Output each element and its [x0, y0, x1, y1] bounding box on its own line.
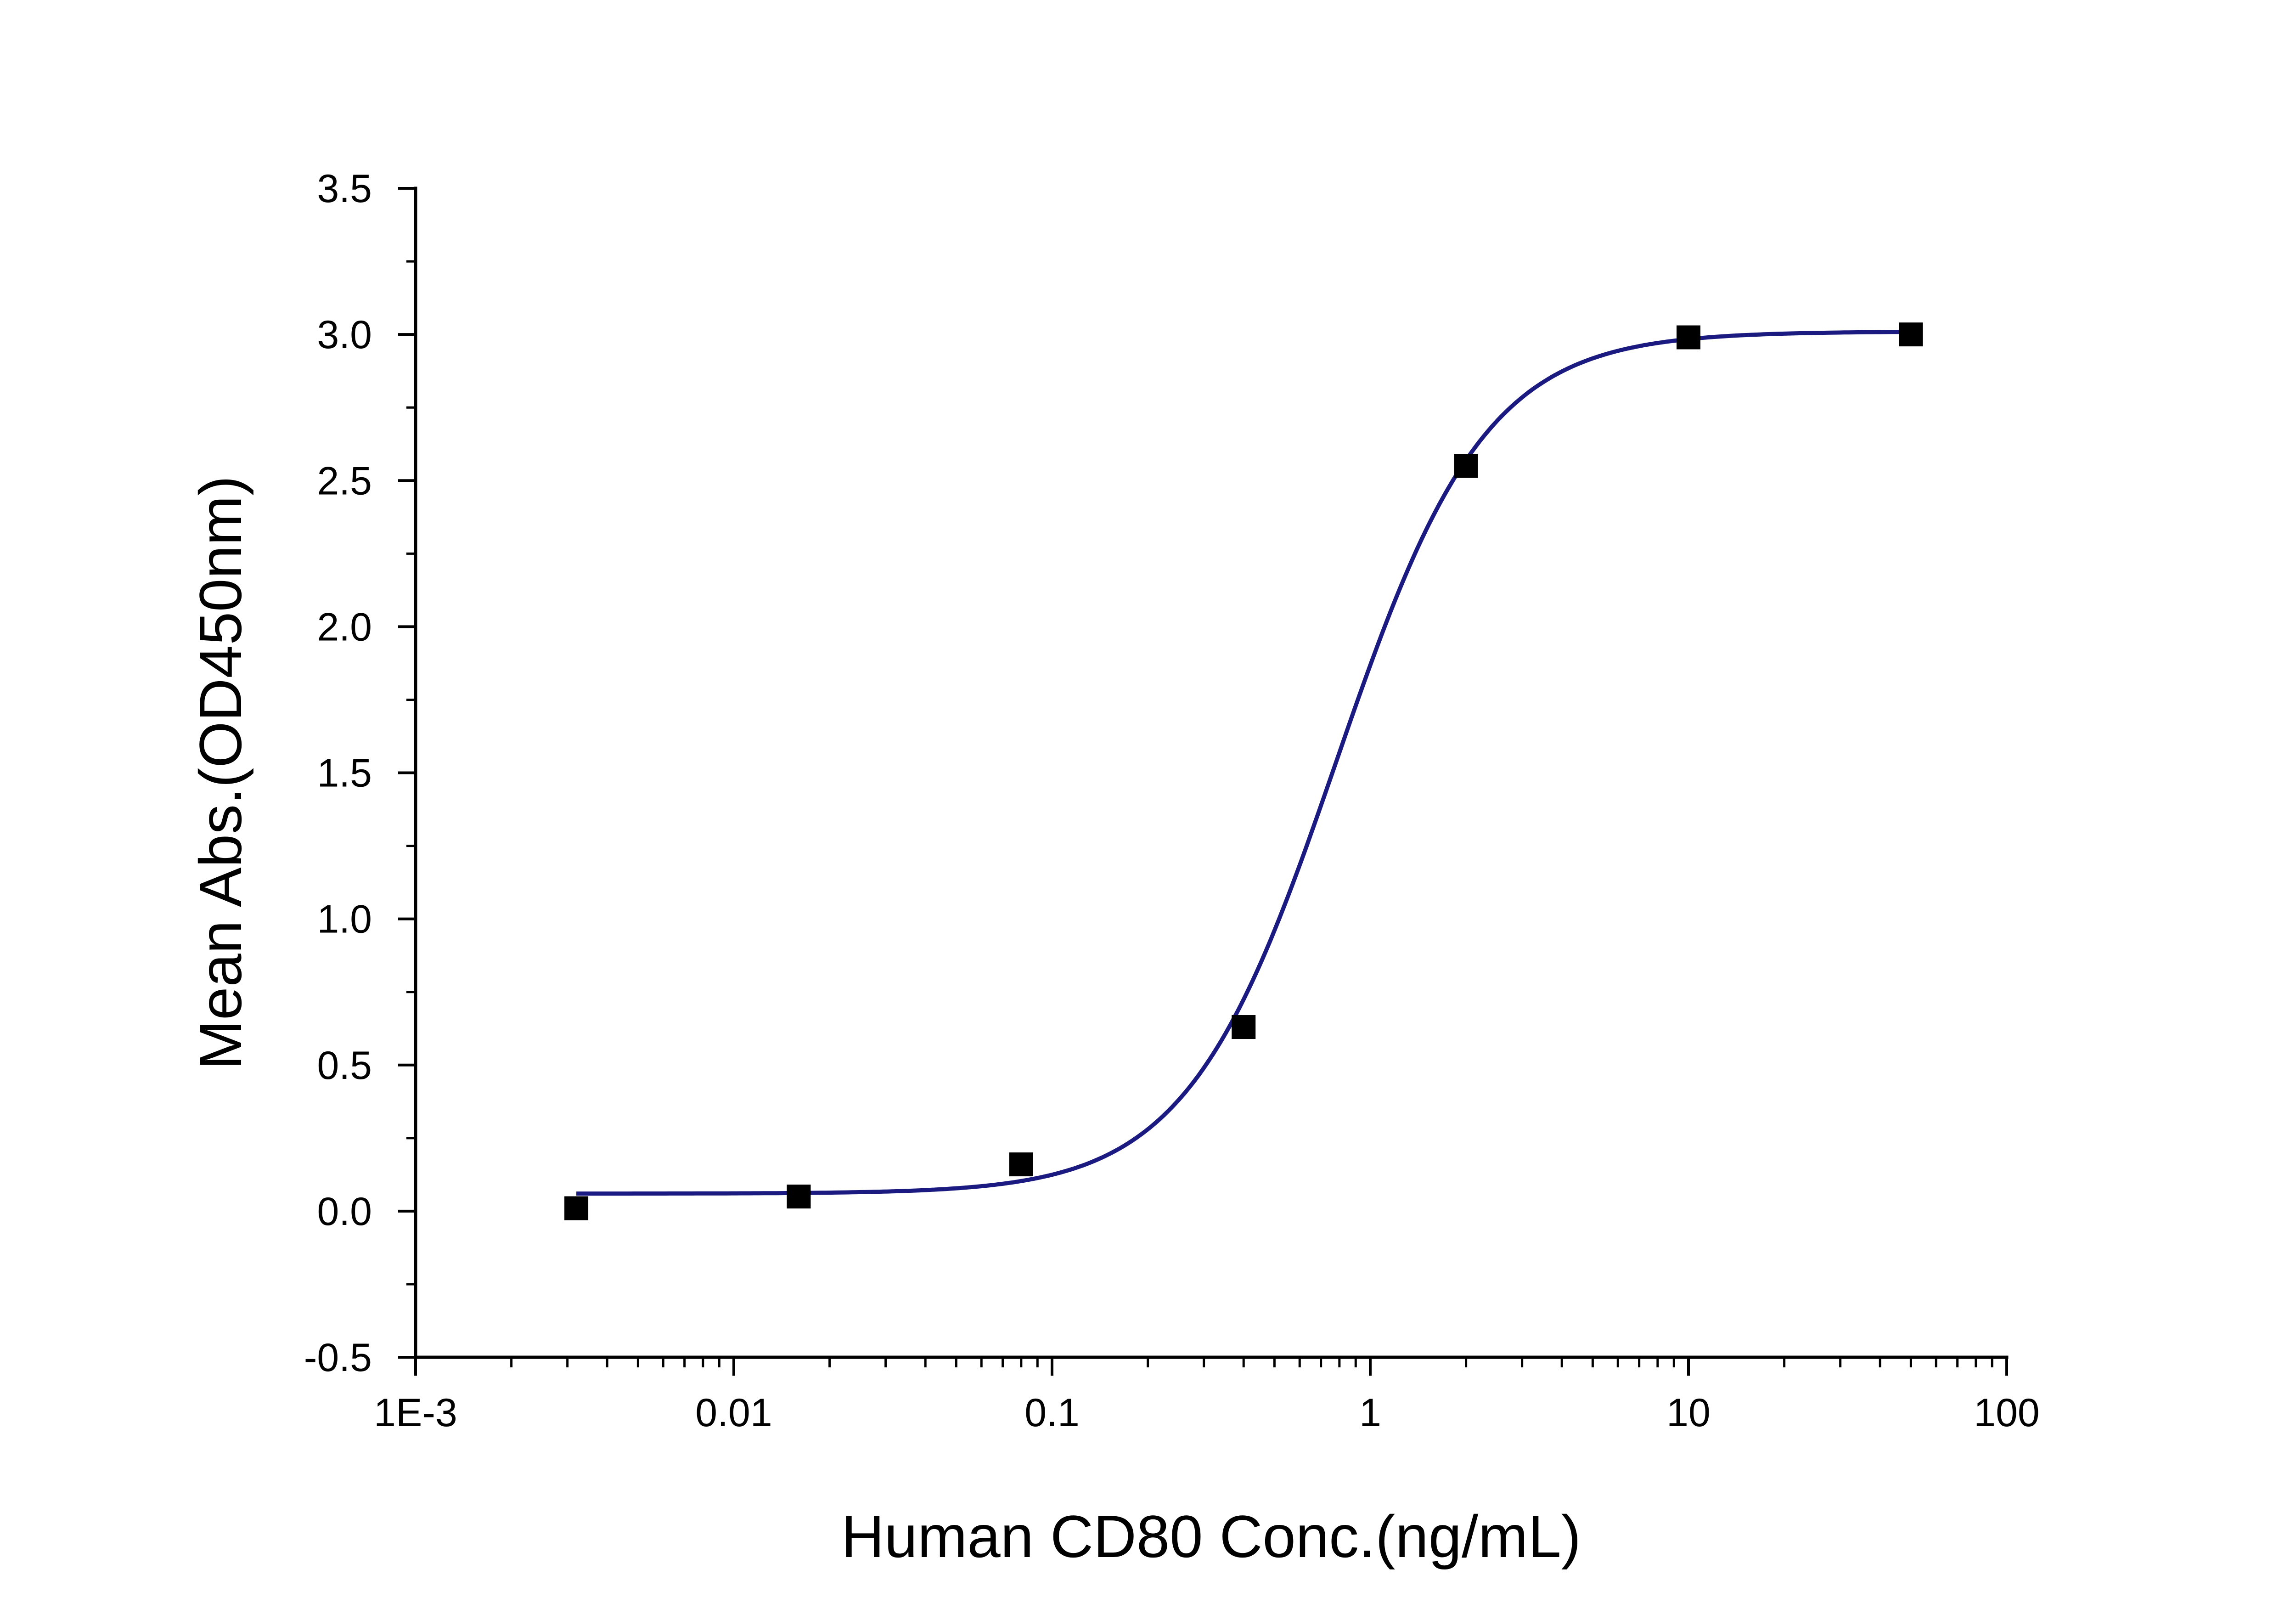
x-tick-label: 0.1 [1024, 1391, 1080, 1435]
x-tick-label: 100 [1974, 1391, 2040, 1435]
x-axis-title: Human CD80 Conc.(ng/mL) [841, 1503, 1581, 1570]
y-tick-label: 1.5 [317, 751, 372, 796]
y-tick-label: 3.5 [317, 167, 372, 211]
data-point [1677, 325, 1700, 350]
y-tick-label: 0.5 [317, 1044, 372, 1088]
x-tick-label: 10 [1666, 1391, 1711, 1435]
data-point [1009, 1152, 1033, 1177]
x-tick-label: 1 [1359, 1391, 1381, 1435]
y-tick-label: -0.5 [304, 1336, 372, 1380]
data-points [564, 322, 1923, 1220]
y-tick-label: 2.5 [317, 459, 372, 503]
y-tick-label: 0.0 [317, 1190, 372, 1234]
fit-curve-line [576, 330, 1911, 1196]
axes [414, 186, 2009, 1359]
x-tick-label: 0.01 [695, 1391, 772, 1435]
x-tick-label: 1E-3 [374, 1391, 457, 1435]
data-point [564, 1196, 589, 1220]
y-axis-title: Mean Abs.(OD450nm) [187, 476, 254, 1070]
y-tick-label: 3.0 [317, 313, 372, 357]
data-point [787, 1185, 811, 1209]
ticks: -0.5 0.0 0.5 1.0 1.5 2.0 2.5 3.0 3.5 1E-3 0.01 0.1 1… [304, 167, 2040, 1435]
data-point [1899, 322, 1923, 347]
y-tick-label: 2.0 [317, 605, 372, 649]
data-point [1454, 454, 1478, 478]
data-point [1232, 1015, 1256, 1039]
y-tick-label: 1.0 [317, 897, 372, 942]
fit-curve-layer [576, 330, 1911, 1196]
